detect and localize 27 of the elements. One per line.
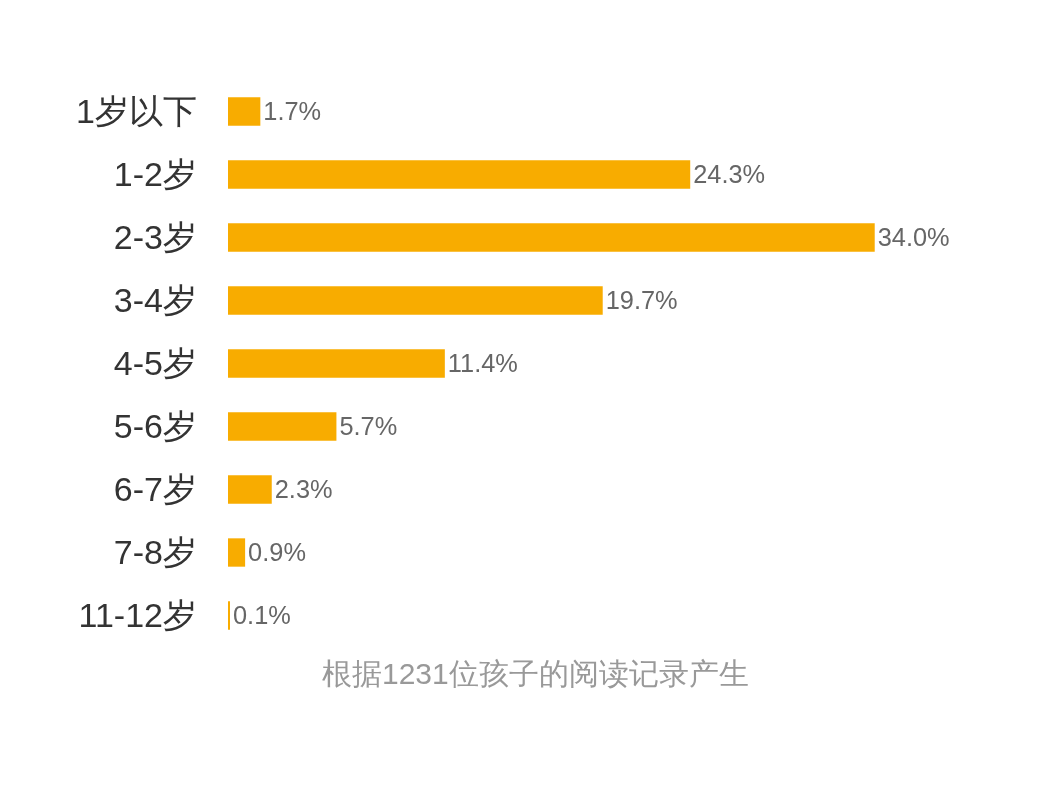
y-tick-label: 11-12岁 — [78, 596, 197, 635]
bar — [228, 349, 445, 378]
data-label: 11.4% — [447, 349, 518, 378]
bar — [228, 538, 246, 567]
bar — [228, 475, 272, 504]
y-tick-label: 3-4岁 — [113, 281, 197, 320]
y-tick-label: 2-3岁 — [113, 218, 197, 257]
y-tick-label: 1-2岁 — [113, 155, 197, 194]
bar — [228, 286, 603, 315]
y-tick-label: 7-8岁 — [113, 533, 197, 572]
y-tick-label: 1岁以下 — [76, 92, 197, 131]
bar — [228, 160, 691, 189]
y-tick-label: 4-5岁 — [113, 344, 197, 383]
data-label: 0.9% — [248, 538, 306, 567]
y-tick-label: 5-6岁 — [113, 407, 197, 446]
data-label: 24.3% — [693, 160, 766, 189]
data-label: 2.3% — [274, 475, 333, 504]
data-label: 5.7% — [339, 412, 398, 441]
data-label: 1.7% — [263, 97, 322, 126]
bar — [228, 412, 337, 441]
data-label: 19.7% — [605, 286, 678, 315]
data-label: 0.1% — [233, 601, 291, 630]
y-tick-label: 6-7岁 — [113, 470, 197, 509]
bar — [228, 223, 875, 252]
data-label: 34.0% — [877, 223, 950, 252]
bar — [228, 97, 261, 126]
text: 根据1231位孩子的阅读记录产生 — [322, 657, 749, 690]
